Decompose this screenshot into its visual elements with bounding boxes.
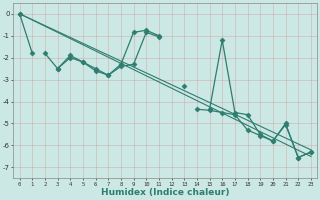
X-axis label: Humidex (Indice chaleur): Humidex (Indice chaleur) [101,188,229,197]
